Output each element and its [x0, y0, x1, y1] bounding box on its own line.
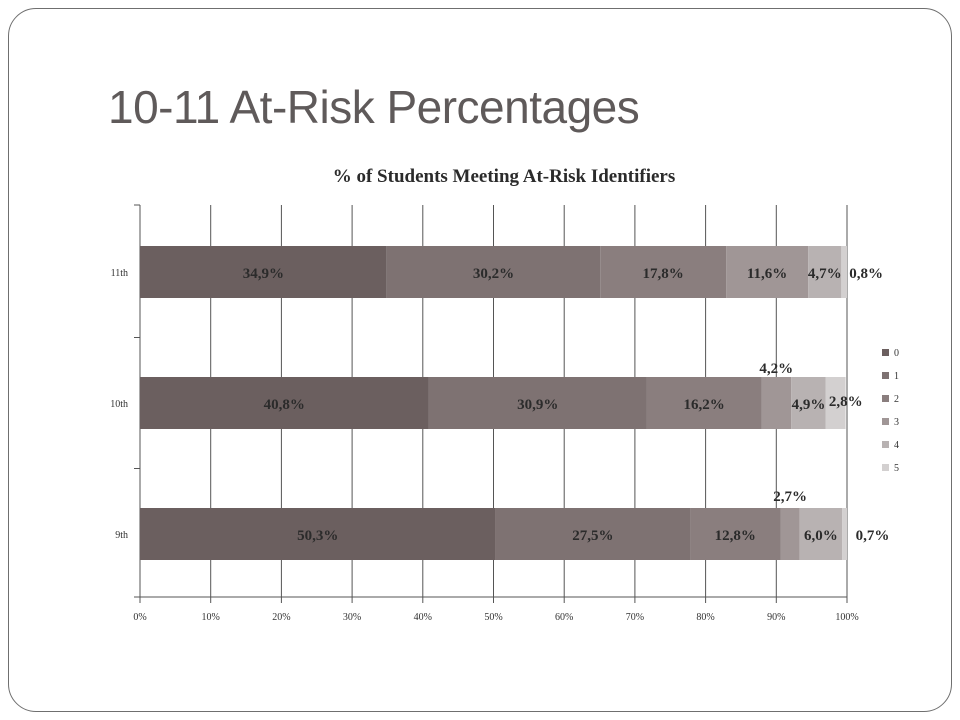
legend-swatch	[882, 418, 889, 425]
legend-swatch	[882, 372, 889, 379]
category-label: 11th	[111, 268, 128, 279]
data-label: 4,9%	[792, 397, 826, 413]
bar-segment	[140, 246, 387, 298]
x-tick-label: 60%	[555, 612, 573, 623]
bar-segment	[726, 246, 809, 298]
bar-segment	[428, 377, 647, 429]
legend-swatch	[882, 441, 889, 448]
data-label: 0,8%	[849, 266, 883, 282]
data-label: 11,6%	[747, 266, 787, 282]
data-label: 2,7%	[773, 489, 807, 505]
bar-segment	[841, 246, 847, 298]
bar-segment	[825, 377, 846, 429]
data-label: 4,7%	[808, 266, 842, 282]
slide-title: 10-11 At-Risk Percentages	[108, 81, 640, 133]
bar-segment	[495, 508, 691, 560]
x-tick-label: 10%	[202, 612, 220, 623]
bar-segment	[799, 508, 843, 560]
data-label: 50,3%	[297, 528, 338, 544]
data-label: 17,8%	[643, 266, 684, 282]
legend-swatch	[882, 349, 889, 356]
bar-segment	[140, 508, 496, 560]
chart-title: % of Students Meeting At-Risk Identifier…	[333, 166, 676, 187]
legend-label: 0	[894, 348, 899, 359]
bar-segment	[780, 508, 800, 560]
data-label: 16,2%	[684, 397, 725, 413]
category-label: 10th	[110, 399, 128, 410]
data-label: 30,2%	[473, 266, 514, 282]
x-tick-label: 20%	[272, 612, 290, 623]
x-tick-label: 70%	[626, 612, 644, 623]
data-label: 4,2%	[759, 361, 793, 377]
legend-label: 1	[894, 371, 899, 382]
legend-label: 4	[894, 440, 899, 451]
data-label: 0,7%	[856, 528, 890, 544]
bar-segment	[140, 377, 429, 429]
x-tick-label: 30%	[343, 612, 361, 623]
data-label: 30,9%	[517, 397, 558, 413]
data-label: 40,8%	[264, 397, 305, 413]
slide-frame	[8, 8, 952, 712]
bar-segment	[600, 246, 727, 298]
x-tick-label: 100%	[835, 612, 858, 623]
x-tick-label: 80%	[696, 612, 714, 623]
data-label: 6,0%	[804, 528, 838, 544]
category-label: 9th	[115, 530, 128, 541]
chart-bars	[140, 246, 847, 560]
bar-segment	[808, 246, 842, 298]
bar-segment	[761, 377, 792, 429]
bar-segment	[842, 508, 847, 560]
bar-segment	[646, 377, 762, 429]
legend-label: 2	[894, 394, 899, 405]
x-tick-label: 50%	[484, 612, 502, 623]
chart-legend: 0 1 2 3 4 5	[882, 348, 899, 474]
legend-swatch	[882, 395, 889, 402]
x-tick-label: 40%	[414, 612, 432, 623]
bar-segment	[791, 377, 826, 429]
legend-label: 3	[894, 417, 899, 428]
data-label: 34,9%	[243, 266, 284, 282]
bar-segment	[386, 246, 601, 298]
data-label: 12,8%	[715, 528, 756, 544]
data-label: 2,8%	[829, 394, 863, 410]
legend-label: 5	[894, 463, 899, 474]
bar-segment	[690, 508, 781, 560]
x-tick-label: 0%	[133, 612, 146, 623]
legend-swatch	[882, 464, 889, 471]
x-tick-label: 90%	[767, 612, 785, 623]
data-label: 27,5%	[572, 528, 613, 544]
chart-data-labels: 34,9% 30,2% 17,8% 11,6% 4,7% 0,8% 40,8% 30,9% 16…	[243, 266, 890, 544]
